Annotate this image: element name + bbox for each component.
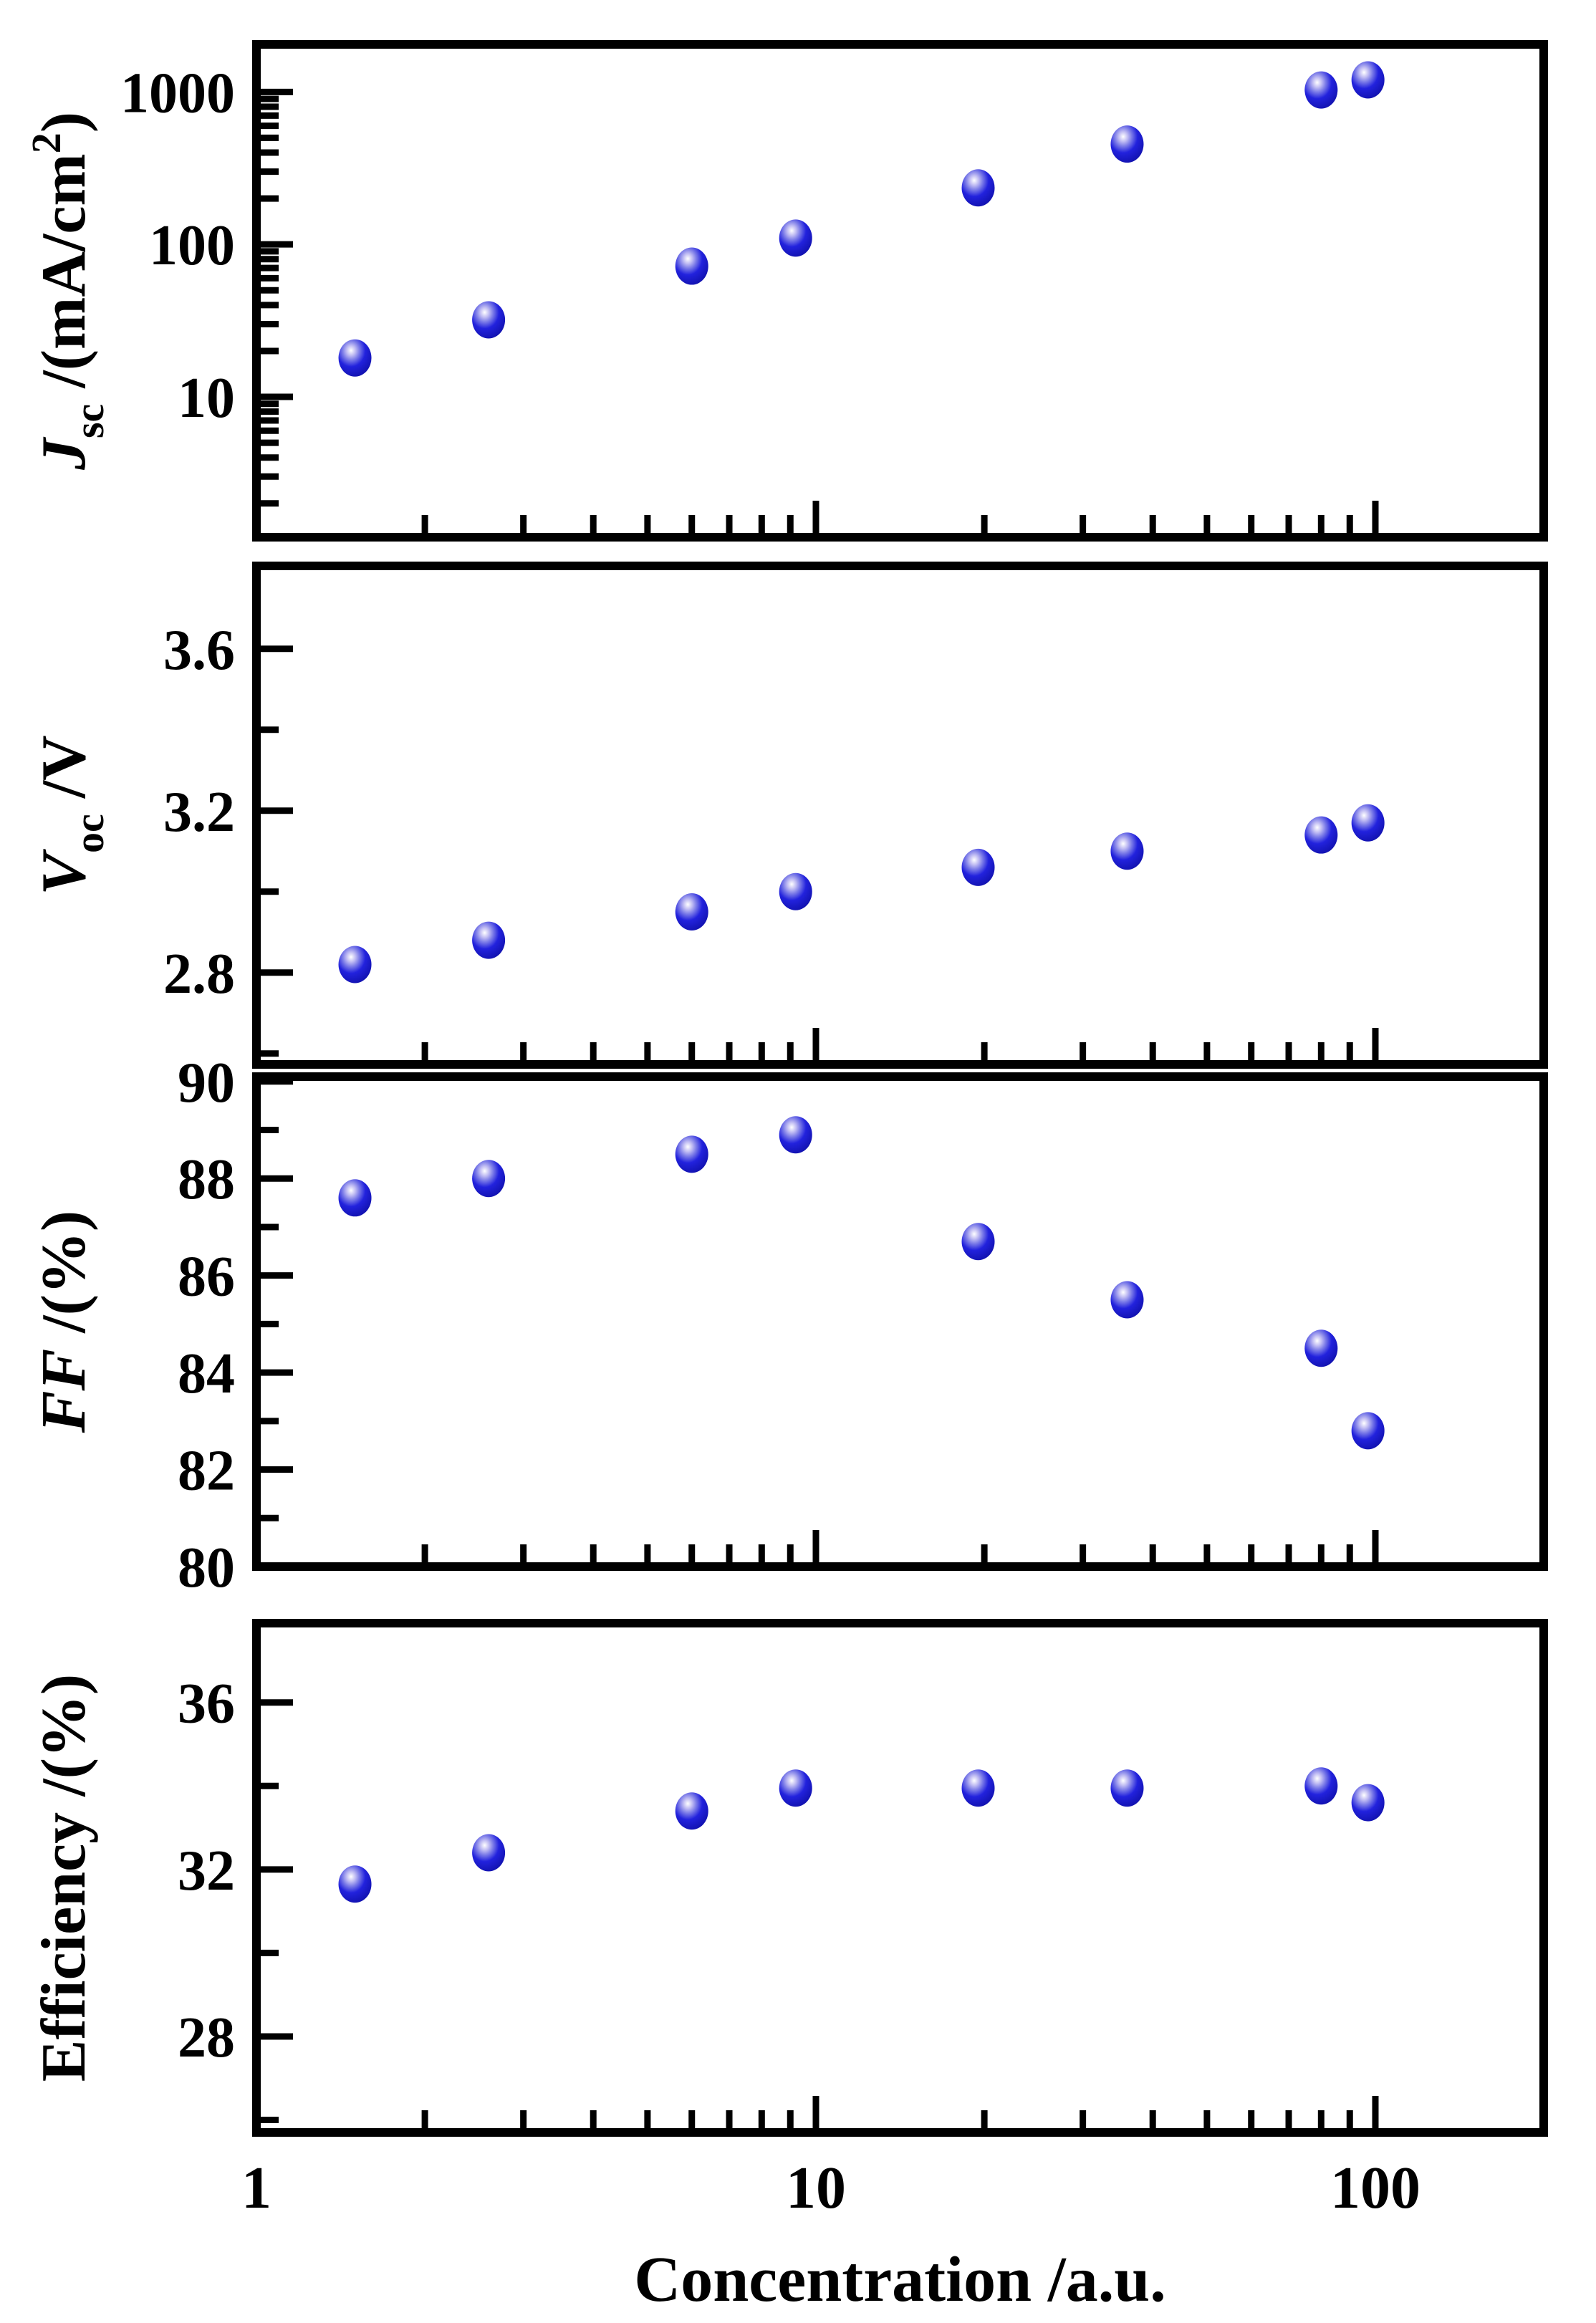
data-point [1304,1767,1338,1805]
y-tick-label-ff: 84 [178,1342,235,1405]
data-point [1110,1281,1144,1319]
data-point [779,872,812,910]
data-point [961,1223,995,1261]
y-tick-label-voc: 3.6 [163,619,235,682]
y-axis-title-jsc: Jsc /(mA/cm2) [23,112,112,471]
y-axis-title-ff: FF /(%) [29,1211,99,1433]
data-point [1110,832,1144,870]
y-tick-label-jsc: 10 [178,367,235,430]
y-axis-title-eff: Efficiency /(%) [29,1674,99,2082]
y-tick-label-eff: 28 [178,2006,235,2069]
data-point [675,1135,708,1173]
data-point [779,219,812,257]
data-point [1351,804,1385,842]
y-tick-label-eff: 36 [178,1673,235,1736]
data-point [961,848,995,886]
data-point [675,247,708,285]
y-tick-label-ff: 82 [178,1440,235,1503]
data-point [1110,125,1144,163]
x-tick-label: 1 [241,2155,271,2221]
data-point [1110,1769,1144,1807]
y-tick-label-eff: 32 [178,1839,235,1903]
x-tick-label: 100 [1330,2155,1420,2221]
data-point [338,946,372,983]
y-tick-label-ff: 90 [178,1052,235,1115]
panel-border-eff [252,1619,1548,2137]
y-tick-label-voc: 2.8 [163,943,235,1006]
panel-border-jsc [252,40,1548,542]
data-point [961,1769,995,1807]
data-point [1351,1412,1385,1450]
y-tick-label-jsc: 1000 [120,62,235,125]
y-tick-label-ff: 86 [178,1246,235,1309]
data-point [779,1116,812,1154]
data-point [338,1865,372,1903]
panel-border-voc [252,562,1548,1069]
x-tick-label: 10 [786,2155,846,2221]
data-point [675,1792,708,1830]
data-point [779,1769,812,1807]
panel-voc: 2.8 3.2 3.6 Voc /V [29,562,1548,1069]
y-axis-title-voc: Voc /V [29,735,112,895]
data-point [1304,71,1338,109]
data-point [1304,1329,1338,1367]
data-point [1351,1784,1385,1822]
data-point [1351,61,1385,99]
panel-ff: 80 82 84 86 88 90 FF /(%) [29,1052,1548,1600]
data-point [961,169,995,207]
data-point [472,921,506,959]
data-point [472,301,506,339]
x-axis-title: Concentration /a.u. [634,2244,1166,2315]
data-point [472,1160,506,1198]
y-tick-label-ff: 88 [178,1148,235,1211]
panel-eff: 28 32 36 Efficiency /(%) [29,1619,1548,2137]
data-point [675,893,708,931]
y-tick-label-jsc: 100 [149,214,235,277]
panel-border-ff [252,1072,1548,1571]
data-point [1304,816,1338,854]
data-point [338,1179,372,1217]
data-point [472,1834,506,1872]
y-tick-label-ff: 80 [178,1536,235,1600]
data-point [338,339,372,377]
y-tick-label-voc: 3.2 [163,781,235,844]
